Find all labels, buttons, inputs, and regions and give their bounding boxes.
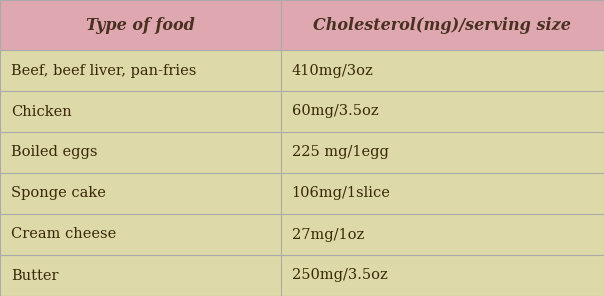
Text: 225 mg/1egg: 225 mg/1egg <box>292 146 388 160</box>
Text: Chicken: Chicken <box>11 104 72 118</box>
Bar <box>0 0 604 50</box>
Text: Butter: Butter <box>11 268 59 282</box>
Text: Sponge cake: Sponge cake <box>11 186 106 200</box>
Bar <box>0 255 604 296</box>
Bar <box>0 173 604 214</box>
Bar <box>0 214 604 255</box>
Text: Beef, beef liver, pan-fries: Beef, beef liver, pan-fries <box>11 64 196 78</box>
Bar <box>0 132 604 173</box>
Text: Type of food: Type of food <box>86 17 195 33</box>
Bar <box>0 50 604 91</box>
Text: 60mg/3.5oz: 60mg/3.5oz <box>292 104 378 118</box>
Text: 106mg/1slice: 106mg/1slice <box>292 186 391 200</box>
Text: Boiled eggs: Boiled eggs <box>11 146 97 160</box>
Text: 250mg/3.5oz: 250mg/3.5oz <box>292 268 388 282</box>
Text: 410mg/3oz: 410mg/3oz <box>292 64 373 78</box>
Text: 27mg/1oz: 27mg/1oz <box>292 228 364 242</box>
Text: Cream cheese: Cream cheese <box>11 228 116 242</box>
Bar <box>0 91 604 132</box>
Text: Cholesterol(mg)/serving size: Cholesterol(mg)/serving size <box>313 17 571 33</box>
